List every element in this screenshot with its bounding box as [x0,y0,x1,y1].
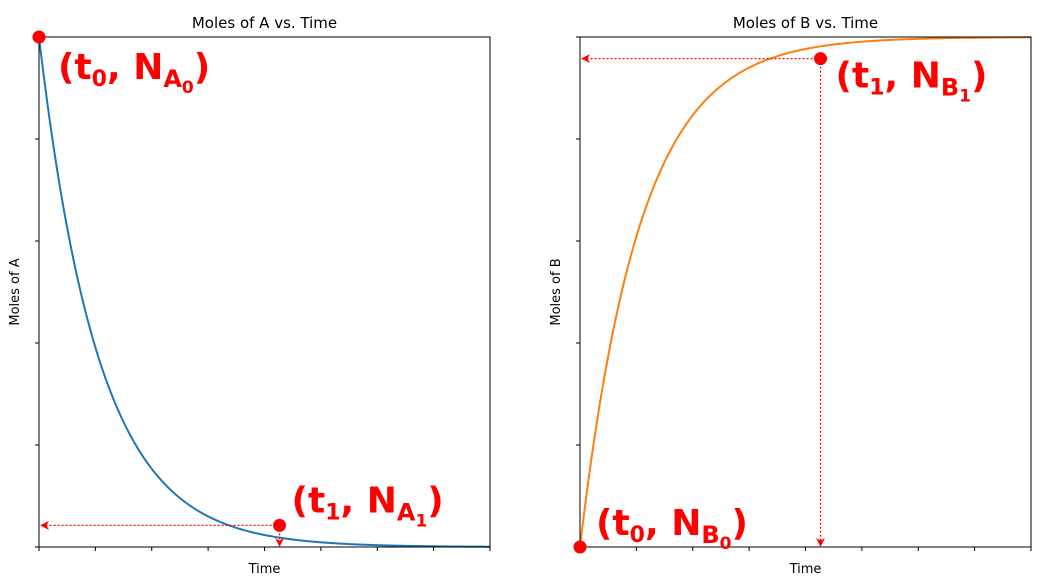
annotation-label-part: A [163,65,182,93]
annotation-label-part: 1 [959,87,971,107]
annotation-label-part: 0 [182,78,194,98]
annotation-label-part: , N [341,480,397,521]
y-axis-label: Moles of B [549,258,564,325]
annotation-label: (t1, NB1) [836,56,988,107]
x-axis-label: Time [248,562,281,577]
annotation-label-part: ) [971,56,987,97]
chart-title: Moles of B vs. Time [733,14,878,32]
annotation-label: (t1, NA1) [292,480,444,531]
annotation-label-part: (t [292,480,326,521]
annotation-point [273,518,287,532]
annotation-label-part: , N [107,47,163,88]
annotation-label-part: 1 [415,511,427,531]
annotation-label: (t0, NB0) [596,503,748,554]
annotation-label-part: (t [836,56,870,97]
annotation-point [32,30,46,44]
plot-frame [579,36,1032,548]
annotation-label-part: 0 [630,523,645,548]
annotation-label-part: 0 [92,67,107,92]
annotation-point [814,52,828,66]
annotation-label-part: A [397,498,416,526]
series-line-b [579,36,1032,548]
plot-frame [38,36,491,548]
annotation-label-part: 1 [325,500,340,525]
annotation-label-part: B [701,521,719,549]
annotation-label-part: ) [731,503,747,544]
chart-title: Moles of A vs. Time [192,14,337,32]
annotation-label-part: (t [596,503,630,544]
annotation-label: (t0, NA0) [58,47,210,98]
annotation-label-part: ) [427,480,443,521]
x-axis-label: Time [789,562,822,577]
annotation-label-part: B [941,74,959,102]
annotation-label-part: 1 [869,76,884,101]
series-line-a [38,36,491,548]
annotation-label-part: 0 [720,534,732,554]
annotation-label-part: , N [645,503,701,544]
annotation-label-part: ) [194,47,210,88]
annotation-label-part: (t [58,47,92,88]
annotation-label-part: , N [885,56,941,97]
annotation-point [573,540,587,554]
y-axis-label: Moles of A [8,258,23,325]
